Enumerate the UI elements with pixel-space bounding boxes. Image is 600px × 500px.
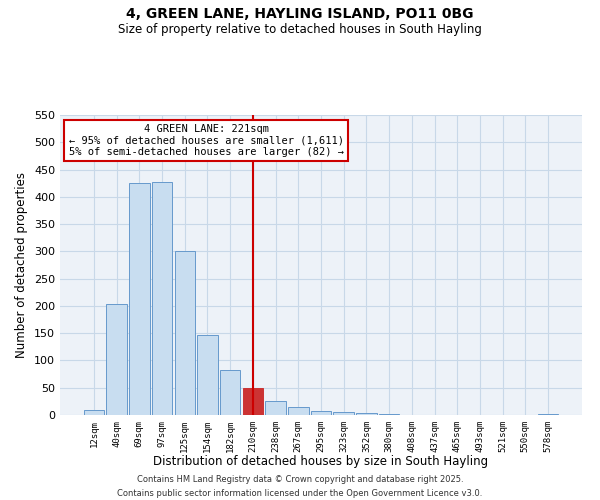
Bar	[311, 410, 331, 415]
Bar	[129, 183, 149, 415]
Bar	[106, 304, 127, 415]
Bar	[175, 251, 195, 415]
Y-axis label: Number of detached properties: Number of detached properties	[16, 172, 28, 358]
Bar	[84, 410, 104, 415]
Bar	[538, 414, 558, 415]
X-axis label: Distribution of detached houses by size in South Hayling: Distribution of detached houses by size …	[154, 455, 488, 468]
Text: 4 GREEN LANE: 221sqm
← 95% of detached houses are smaller (1,611)
5% of semi-det: 4 GREEN LANE: 221sqm ← 95% of detached h…	[68, 124, 344, 157]
Text: Contains HM Land Registry data © Crown copyright and database right 2025.
Contai: Contains HM Land Registry data © Crown c…	[118, 476, 482, 498]
Bar	[379, 414, 400, 415]
Bar	[265, 402, 286, 415]
Bar	[197, 335, 218, 415]
Bar	[152, 182, 172, 415]
Bar	[242, 388, 263, 415]
Text: Size of property relative to detached houses in South Hayling: Size of property relative to detached ho…	[118, 22, 482, 36]
Bar	[288, 408, 308, 415]
Text: 4, GREEN LANE, HAYLING ISLAND, PO11 0BG: 4, GREEN LANE, HAYLING ISLAND, PO11 0BG	[126, 8, 474, 22]
Bar	[334, 412, 354, 415]
Bar	[356, 414, 377, 415]
Bar	[220, 370, 241, 415]
